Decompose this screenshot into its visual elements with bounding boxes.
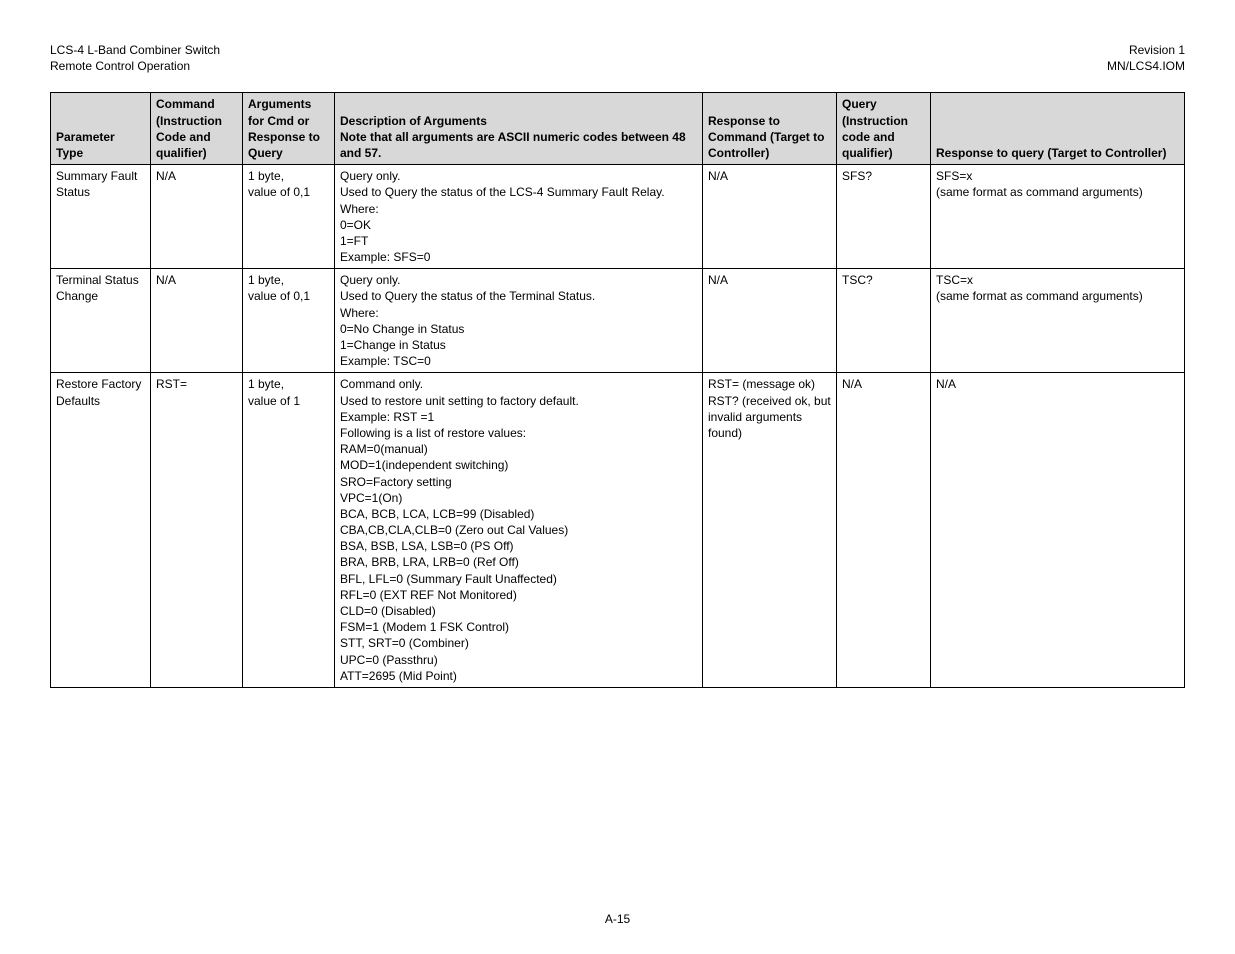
col-header-parameter-type: Parameter Type <box>51 93 151 165</box>
cell-response-cmd: RST= (message ok) RST? (received ok, but… <box>703 373 837 688</box>
col-header-response-query: Response to query (Target to Controller) <box>931 93 1185 165</box>
cell-description: Query only. Used to Query the status of … <box>335 165 703 269</box>
table-row: Summary Fault Status N/A 1 byte, value o… <box>51 165 1185 269</box>
page-footer: A-15 <box>0 912 1235 926</box>
cell-query: N/A <box>837 373 931 688</box>
cell-parameter-type: Terminal Status Change <box>51 269 151 373</box>
table-row: Restore Factory Defaults RST= 1 byte, va… <box>51 373 1185 688</box>
cell-parameter-type: Restore Factory Defaults <box>51 373 151 688</box>
page-header: LCS-4 L-Band Combiner Switch Remote Cont… <box>50 42 1185 74</box>
col-header-arguments: Arguments for Cmd or Response to Query <box>243 93 335 165</box>
table-row: Terminal Status Change N/A 1 byte, value… <box>51 269 1185 373</box>
doc-title-line1: LCS-4 L-Band Combiner Switch <box>50 42 220 58</box>
cell-response-query: N/A <box>931 373 1185 688</box>
cell-parameter-type: Summary Fault Status <box>51 165 151 269</box>
parameters-table: Parameter Type Command (Instruction Code… <box>50 92 1185 688</box>
table-body: Summary Fault Status N/A 1 byte, value o… <box>51 165 1185 688</box>
document-page: LCS-4 L-Band Combiner Switch Remote Cont… <box>0 0 1235 688</box>
col-header-command: Command (Instruction Code and qualifier) <box>151 93 243 165</box>
doc-title-line2: Remote Control Operation <box>50 58 220 74</box>
col-header-response-cmd: Response to Command (Target to Controlle… <box>703 93 837 165</box>
cell-response-cmd: N/A <box>703 165 837 269</box>
col-header-query: Query (Instruction code and qualifier) <box>837 93 931 165</box>
cell-command: N/A <box>151 165 243 269</box>
cell-arguments: 1 byte, value of 1 <box>243 373 335 688</box>
cell-arguments: 1 byte, value of 0,1 <box>243 165 335 269</box>
cell-description: Query only. Used to Query the status of … <box>335 269 703 373</box>
cell-query: TSC? <box>837 269 931 373</box>
cell-response-query: TSC=x (same format as command arguments) <box>931 269 1185 373</box>
table-header-row: Parameter Type Command (Instruction Code… <box>51 93 1185 165</box>
cell-response-cmd: N/A <box>703 269 837 373</box>
page-number: A-15 <box>605 912 630 926</box>
cell-description: Command only. Used to restore unit setti… <box>335 373 703 688</box>
cell-query: SFS? <box>837 165 931 269</box>
cell-command: N/A <box>151 269 243 373</box>
revision-label: Revision 1 <box>1107 42 1185 58</box>
cell-response-query: SFS=x (same format as command arguments) <box>931 165 1185 269</box>
doc-id-label: MN/LCS4.IOM <box>1107 58 1185 74</box>
cell-arguments: 1 byte, value of 0,1 <box>243 269 335 373</box>
header-right: Revision 1 MN/LCS4.IOM <box>1107 42 1185 74</box>
header-left: LCS-4 L-Band Combiner Switch Remote Cont… <box>50 42 220 74</box>
cell-command: RST= <box>151 373 243 688</box>
col-header-description: Description of Arguments Note that all a… <box>335 93 703 165</box>
